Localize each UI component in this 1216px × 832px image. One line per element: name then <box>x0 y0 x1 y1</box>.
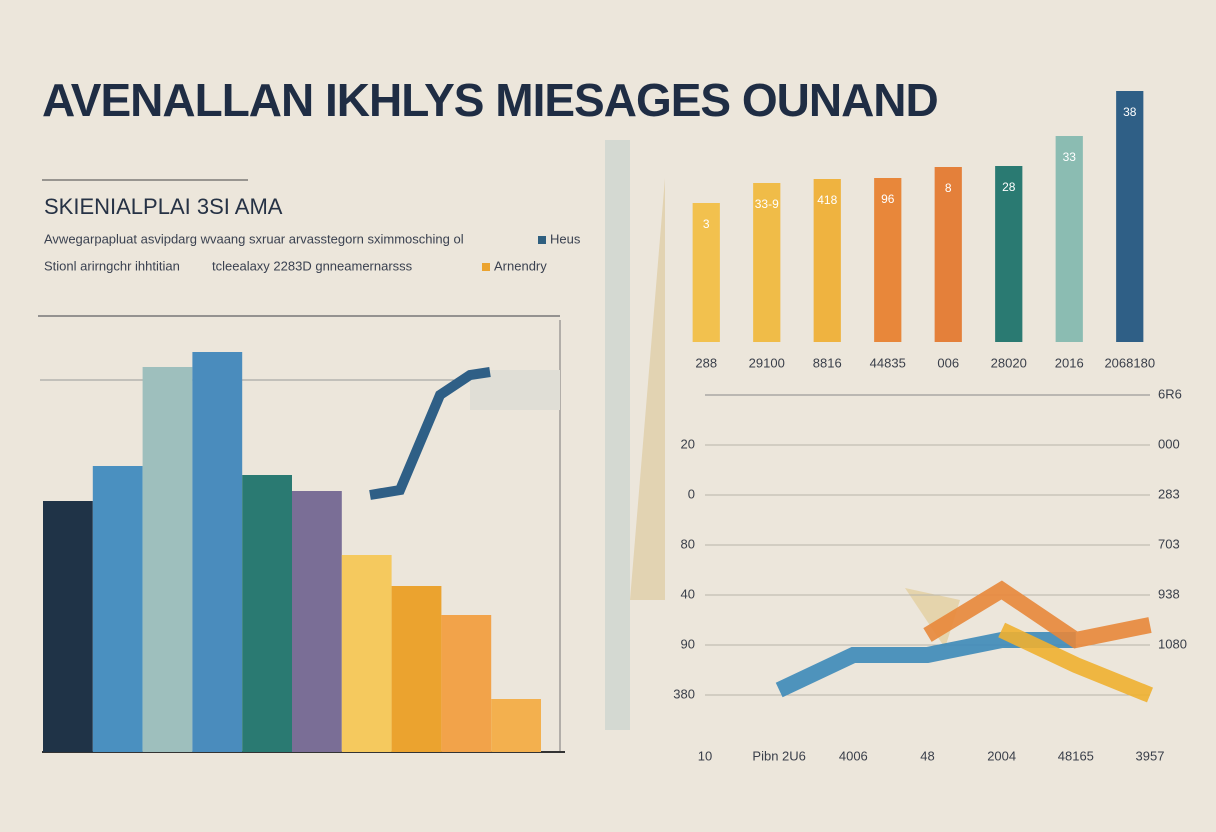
legend-label: Arnendry <box>494 258 547 273</box>
y-tick-label: 80 <box>681 536 695 551</box>
bar <box>1055 136 1083 342</box>
x-tick-label: 3957 <box>1136 748 1165 763</box>
bar-annotation: 38 <box>1123 105 1137 119</box>
x-tick-label: 006 <box>937 355 959 370</box>
bar <box>934 167 962 342</box>
title: AVENALLAN IKHLYS MIESAGES OUNAND <box>42 74 938 126</box>
bar <box>874 178 902 342</box>
y2-tick-label: 1080 <box>1158 636 1187 651</box>
line-series <box>923 580 1152 649</box>
x-tick-label: 28020 <box>991 355 1027 370</box>
line-series <box>998 622 1153 703</box>
bar-annotation: 96 <box>881 192 895 206</box>
bar <box>995 166 1023 342</box>
legend-label: Heus <box>550 231 581 246</box>
shape <box>905 588 960 648</box>
y2-tick-label: 000 <box>1158 436 1180 451</box>
x-tick-label: 8816 <box>813 355 842 370</box>
y-tick-label: 0 <box>688 486 695 501</box>
bar <box>441 615 492 752</box>
x-tick-label: Pibn 2U6 <box>752 748 805 763</box>
x-tick-label: 2068180 <box>1104 355 1155 370</box>
x-tick-label: 10 <box>698 748 712 763</box>
bar <box>92 466 143 752</box>
bar-annotation: 33-9 <box>755 197 779 211</box>
bar <box>491 699 541 752</box>
description: Stionl arirngchr ihhtitian <box>44 258 180 273</box>
x-tick-label: 44835 <box>870 355 906 370</box>
y2-tick-label: 703 <box>1158 536 1180 551</box>
bar <box>753 183 781 342</box>
x-tick-label: 48165 <box>1058 748 1094 763</box>
description: Avwegarpapluat asvipdarg wvaang sxruar a… <box>44 231 464 246</box>
y2-tick-label: 938 <box>1158 586 1180 601</box>
y-tick-label: 40 <box>681 586 695 601</box>
x-tick-label: 2004 <box>987 748 1016 763</box>
panel <box>605 140 630 730</box>
x-tick-label: 4006 <box>839 748 868 763</box>
x-tick-label: 2016 <box>1055 355 1084 370</box>
x-tick-label: 288 <box>695 355 717 370</box>
y-tick-label: 20 <box>681 436 695 451</box>
bar <box>1116 91 1144 342</box>
bar <box>43 501 93 752</box>
trend-arrow <box>369 367 491 500</box>
y2-tick-label: 6R6 <box>1158 386 1182 401</box>
bar <box>692 203 720 342</box>
bar <box>242 475 292 752</box>
bar-annotation: 3 <box>703 217 710 231</box>
bar <box>192 352 243 752</box>
x-tick-label: 29100 <box>749 355 785 370</box>
bar-annotation: 418 <box>817 193 837 207</box>
legend-swatch <box>538 236 546 244</box>
bar <box>813 179 841 342</box>
subtitle: SKIENIALPLAI 3SI AMA <box>44 194 283 219</box>
bar <box>292 491 342 752</box>
y2-tick-label: 283 <box>1158 486 1180 501</box>
y-tick-label: 90 <box>681 636 695 651</box>
bar-annotation: 33 <box>1063 150 1077 164</box>
x-tick-label: 48 <box>920 748 934 763</box>
bar <box>391 586 442 752</box>
bar-annotation: 8 <box>945 181 952 195</box>
legend-swatch <box>482 263 490 271</box>
description: tcleealaxy 2283D gnneamernarsss <box>212 258 413 273</box>
y-tick-label: 380 <box>673 686 695 701</box>
bar <box>142 367 193 752</box>
bar <box>341 555 392 752</box>
bar-annotation: 28 <box>1002 180 1016 194</box>
panel <box>630 178 665 600</box>
